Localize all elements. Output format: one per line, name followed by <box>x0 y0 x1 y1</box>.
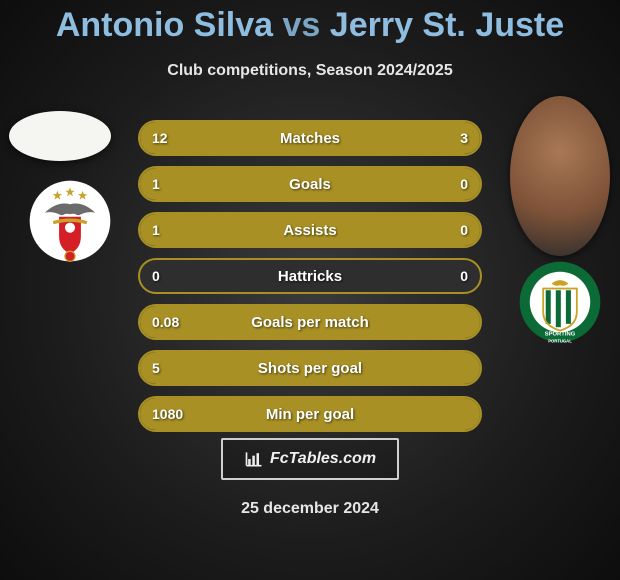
player-b-photo <box>510 96 610 256</box>
crest-player-a <box>28 179 112 263</box>
branding-text: FcTables.com <box>270 450 376 468</box>
stat-row: 1Goals0 <box>138 166 482 202</box>
stat-row: 0Hattricks0 <box>138 258 482 294</box>
crest-b-text-top: SCP <box>551 271 569 281</box>
stat-label: Assists <box>140 214 480 246</box>
stat-label: Matches <box>140 122 480 154</box>
stat-row: 12Matches3 <box>138 120 482 156</box>
crest-b-svg: SCP SPORTING PORTUGAL <box>518 260 602 344</box>
stat-label: Hattricks <box>140 260 480 292</box>
stat-row: 0.08Goals per match <box>138 304 482 340</box>
crest-b-shield-icon <box>543 289 577 331</box>
stat-label: Goals per match <box>140 306 480 338</box>
player-b-face-fill <box>510 96 610 256</box>
stat-row: 1Assists0 <box>138 212 482 248</box>
stat-label: Goals <box>140 168 480 200</box>
stat-value-b: 3 <box>460 122 468 154</box>
stat-value-b: 0 <box>460 214 468 246</box>
stat-value-b: 0 <box>460 168 468 200</box>
stat-bars: 12Matches31Goals01Assists00Hattricks00.0… <box>138 120 482 442</box>
chart-icon <box>244 449 264 469</box>
player-a-photo <box>9 111 111 161</box>
stat-label: Shots per goal <box>140 352 480 384</box>
subtitle: Club competitions, Season 2024/2025 <box>0 62 620 80</box>
stat-row: 5Shots per goal <box>138 350 482 386</box>
vs-text: vs <box>283 6 321 44</box>
snapshot-date: 25 december 2024 <box>0 500 620 518</box>
branding-badge: FcTables.com <box>221 438 399 480</box>
player-b-name: Jerry St. Juste <box>330 6 564 44</box>
stat-row: 1080Min per goal <box>138 396 482 432</box>
stat-label: Min per goal <box>140 398 480 430</box>
player-a-name: Antonio Silva <box>56 6 273 44</box>
crest-a-svg <box>28 179 112 263</box>
crest-player-b: SCP SPORTING PORTUGAL <box>518 260 602 344</box>
comparison-title: Antonio Silva vs Jerry St. Juste <box>0 6 620 45</box>
crest-b-text-mid: SPORTING <box>545 332 576 338</box>
stat-value-b: 0 <box>460 260 468 292</box>
crest-b-text-bot: PORTUGAL <box>548 338 572 343</box>
